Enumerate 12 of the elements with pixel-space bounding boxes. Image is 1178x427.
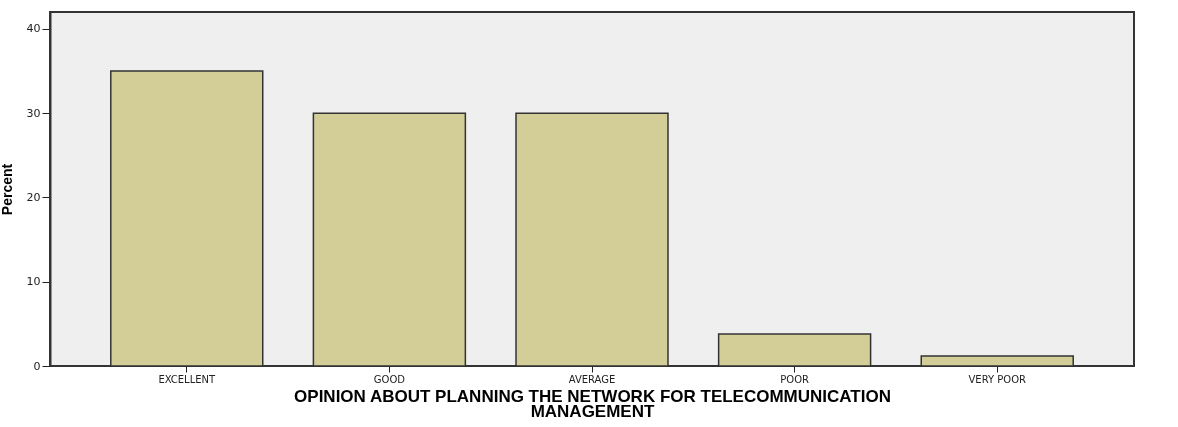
y-tick-label: 20 — [26, 190, 41, 204]
x-tick-label: POOR — [780, 373, 810, 385]
y-tick-label: 0 — [33, 359, 41, 373]
x-tick-label: EXCELLENT — [158, 373, 217, 385]
x-tick-label: GOOD — [373, 373, 406, 385]
y-tick-label: 40 — [26, 22, 41, 36]
x-tick-label: AVERAGE — [568, 373, 616, 385]
y-tick-label: 10 — [26, 275, 41, 289]
y-axis-title: Percent — [0, 163, 15, 216]
x-axis-title: OPINION ABOUT PLANNING THE NETWORK FOR TELECOMMUNICATION MANAGEMENT — [294, 386, 891, 421]
x-tick-label: VERY POOR — [968, 373, 1027, 385]
y-tick-label: 30 — [26, 106, 41, 120]
